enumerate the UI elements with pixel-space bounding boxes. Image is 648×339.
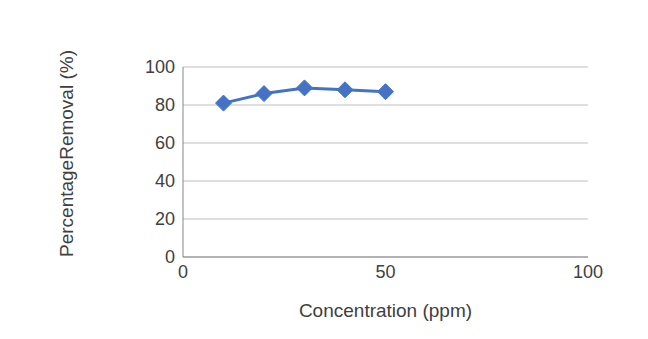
svg-text:20: 20 bbox=[155, 209, 175, 229]
svg-text:80: 80 bbox=[155, 95, 175, 115]
svg-text:50: 50 bbox=[375, 262, 395, 282]
svg-text:100: 100 bbox=[145, 57, 175, 77]
svg-text:PercentageRemoval (%): PercentageRemoval (%) bbox=[56, 50, 77, 257]
svg-text:0: 0 bbox=[165, 247, 175, 267]
svg-text:60: 60 bbox=[155, 133, 175, 153]
svg-text:0: 0 bbox=[178, 262, 188, 282]
svg-text:100: 100 bbox=[573, 262, 603, 282]
svg-text:Concentration (ppm): Concentration (ppm) bbox=[299, 300, 472, 321]
svg-text:40: 40 bbox=[155, 171, 175, 191]
